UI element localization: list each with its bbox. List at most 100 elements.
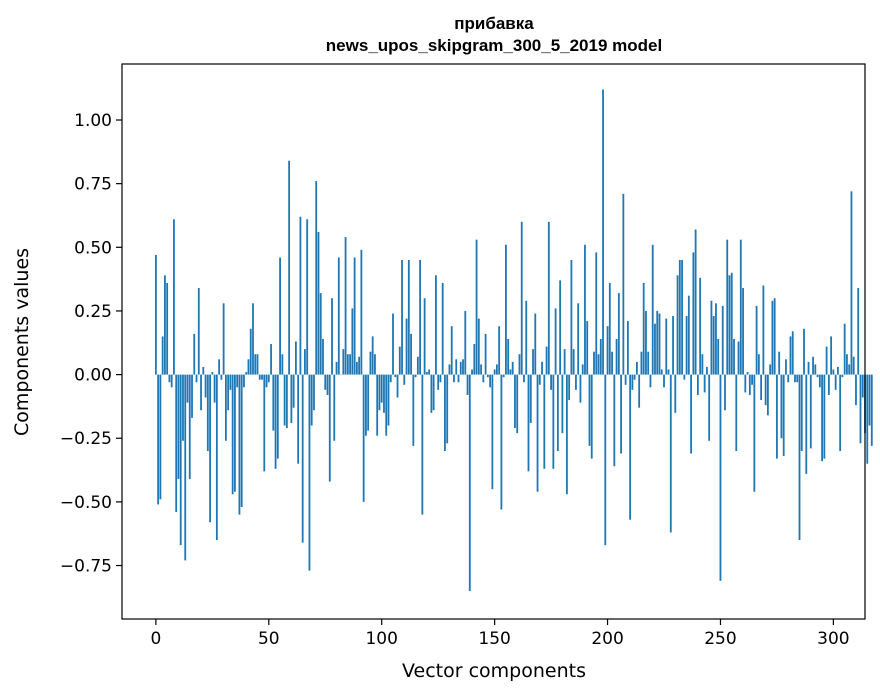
bar-157 <box>509 369 512 375</box>
bar-218 <box>647 351 650 375</box>
bar-214 <box>638 374 641 408</box>
bar-103 <box>387 374 390 426</box>
bar-203 <box>613 374 616 467</box>
bar-271 <box>766 374 769 416</box>
bar-111 <box>405 318 408 375</box>
bar-172 <box>543 374 546 469</box>
bar-113 <box>410 333 412 375</box>
bar-84 <box>344 237 347 375</box>
bar-229 <box>672 316 674 375</box>
bar-198 <box>602 89 604 375</box>
bar-290 <box>809 374 812 449</box>
bar-5 <box>166 282 169 375</box>
bar-212 <box>633 374 636 380</box>
bar-6 <box>168 374 171 383</box>
bar-59 <box>288 160 291 375</box>
bar-67 <box>306 219 309 375</box>
bar-182 <box>565 374 568 495</box>
chart-title: прибавка <box>454 14 534 33</box>
x-tick-label: 150 <box>478 629 510 649</box>
bar-92 <box>362 374 365 502</box>
bar-43 <box>252 303 254 375</box>
bar-101 <box>383 374 385 413</box>
bar-265 <box>753 374 756 492</box>
bar-283 <box>794 374 796 383</box>
bar-286 <box>800 374 803 451</box>
bar-169 <box>536 374 539 492</box>
bar-63 <box>297 374 300 464</box>
bar-22 <box>204 374 207 398</box>
bar-138 <box>466 374 469 395</box>
y-axis-label: Components values <box>11 248 33 436</box>
bar-244 <box>706 366 708 375</box>
bar-90 <box>358 356 361 375</box>
bar-25 <box>211 372 214 375</box>
bar-193 <box>590 374 593 459</box>
bar-269 <box>762 285 765 375</box>
bar-20 <box>200 374 202 411</box>
bar-301 <box>834 374 837 390</box>
bar-205 <box>617 293 620 375</box>
bar-249 <box>717 338 720 375</box>
bar-252 <box>724 374 726 411</box>
bar-1 <box>157 374 160 505</box>
y-tick-label: −0.75 <box>60 557 112 577</box>
bar-235 <box>685 316 688 375</box>
x-axis-label: Vector components <box>402 660 586 682</box>
bar-173 <box>545 346 548 375</box>
bar-131 <box>450 326 453 375</box>
bar-179 <box>559 280 562 375</box>
bars-group <box>154 89 873 591</box>
bar-315 <box>866 374 869 464</box>
bar-270 <box>764 374 767 406</box>
chart-subtitle: news_upos_skipgram_300_5_2019 model <box>326 36 662 55</box>
bar-132 <box>453 374 455 383</box>
bar-15 <box>188 374 191 479</box>
bar-242 <box>701 354 704 375</box>
bar-226 <box>665 318 668 375</box>
bar-125 <box>437 374 440 390</box>
bar-278 <box>782 374 785 457</box>
bar-222 <box>656 310 659 375</box>
bar-208 <box>624 374 627 385</box>
bar-254 <box>728 275 731 375</box>
bar-105 <box>392 313 394 375</box>
y-tick-label: 0.00 <box>74 366 112 386</box>
y-tick-label: 0.25 <box>74 302 112 322</box>
bar-243 <box>703 374 706 393</box>
bar-54 <box>276 374 279 459</box>
bar-147 <box>486 374 489 378</box>
bar-199 <box>604 374 607 546</box>
bar-37 <box>238 374 241 515</box>
bar-159 <box>514 374 516 429</box>
bar-276 <box>778 351 781 375</box>
bar-237 <box>690 374 693 454</box>
bar-96 <box>371 336 374 375</box>
x-tick-label: 250 <box>704 629 736 649</box>
bar-207 <box>622 193 625 375</box>
bar-284 <box>796 374 799 383</box>
x-axis-ticks: 0 50 100 150 200 250 300 <box>150 619 850 649</box>
bar-225 <box>663 374 665 388</box>
bar-93 <box>365 374 367 436</box>
bar-310 <box>855 374 857 406</box>
bar-117 <box>419 260 422 375</box>
bar-313 <box>861 374 864 398</box>
bar-292 <box>814 364 817 375</box>
bar-188 <box>579 374 582 403</box>
bar-194 <box>593 351 595 375</box>
bar-27 <box>215 374 218 541</box>
bar-232 <box>678 260 681 375</box>
bar-120 <box>425 372 428 375</box>
bar-253 <box>726 239 729 375</box>
bar-187 <box>577 303 580 375</box>
bar-293 <box>816 374 819 378</box>
bar-17 <box>193 333 196 375</box>
bar-53 <box>274 374 277 469</box>
bar-167 <box>532 349 534 375</box>
bar-250 <box>719 374 722 581</box>
bar-260 <box>742 288 744 375</box>
bar-8 <box>173 219 175 375</box>
bar-195 <box>595 252 598 375</box>
bar-223 <box>658 313 661 375</box>
